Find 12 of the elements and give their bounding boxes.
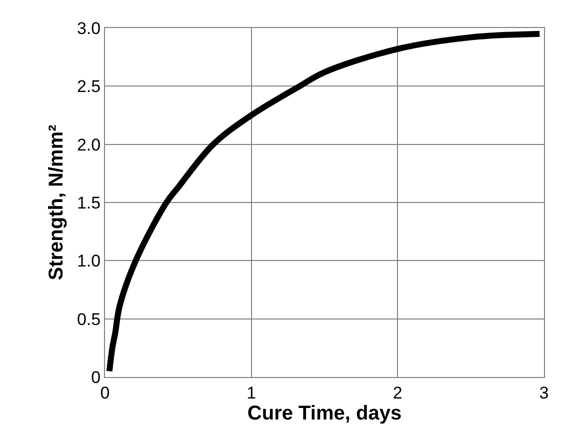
y-axis-title: Strength, N/mm² xyxy=(45,124,68,280)
x-tick-label: 3 xyxy=(539,383,549,402)
y-tick-label: 3.0 xyxy=(76,18,101,38)
x-tick-label: 2 xyxy=(392,383,402,402)
x-tick-label: 1 xyxy=(246,383,256,402)
y-tick-label: 0.5 xyxy=(76,310,101,329)
x-axis-title: Cure Time, days xyxy=(247,402,402,424)
y-tick-label: 1.0 xyxy=(76,252,101,271)
y-tick-label: 0 xyxy=(91,368,101,387)
y-tick-label: 2.0 xyxy=(76,135,101,154)
y-tick-label: 1.5 xyxy=(76,193,101,212)
y-tick-label: 2.5 xyxy=(76,77,101,96)
